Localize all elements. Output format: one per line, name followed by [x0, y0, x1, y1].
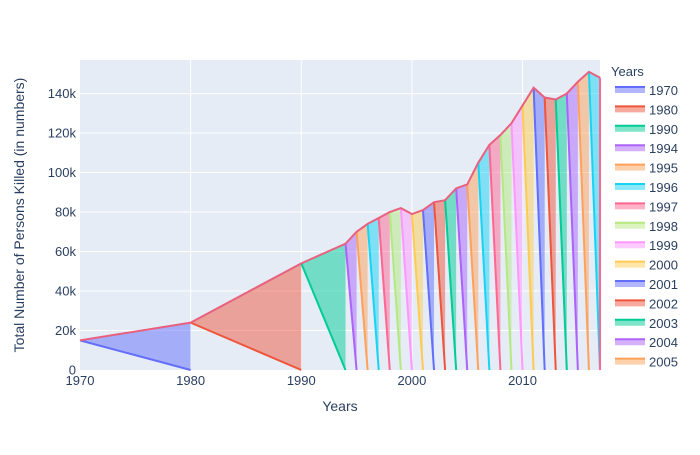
series-line-2000 [410, 213, 424, 371]
series-line-1980 [190, 321, 302, 371]
series-line-2006 [477, 162, 491, 371]
area-series-1980[interactable] [190, 263, 302, 370]
legend-swatch [615, 87, 645, 93]
legend-label: 1996 [649, 180, 678, 195]
legend[interactable]: Years 1970198019901994199519961997199819… [611, 64, 678, 370]
legend-item-1980[interactable]: 1980 [615, 102, 678, 117]
series-line-1996 [366, 223, 380, 371]
legend-item-1995[interactable]: 1995 [615, 161, 678, 176]
legend-swatch [615, 106, 645, 113]
series-areas [79, 70, 601, 371]
legend-swatch [615, 164, 645, 171]
legend-swatch [615, 281, 645, 287]
legend-swatch [615, 339, 645, 346]
legend-swatch [615, 242, 645, 249]
y-tick-label: 140k [48, 86, 77, 101]
legend-swatch [615, 358, 645, 365]
x-tick-label: 1970 [66, 373, 95, 388]
legend-swatch [615, 145, 645, 152]
legend-item-1990[interactable]: 1990 [615, 122, 678, 137]
y-tick-label: 60k [55, 244, 76, 259]
legend-swatch [615, 319, 645, 326]
series-line-2004 [455, 188, 469, 371]
legend-swatch [615, 203, 645, 210]
series-line-1995 [355, 231, 369, 371]
total-envelope-line [79, 70, 601, 342]
series-line-2015 [576, 81, 590, 371]
legend-swatch [615, 222, 645, 229]
legend-label: 1998 [649, 219, 678, 234]
legend-item-2001[interactable]: 2001 [615, 277, 678, 292]
legend-label: 2000 [649, 258, 678, 273]
series-line-2005 [466, 184, 480, 371]
legend-item-1994[interactable]: 1994 [615, 141, 678, 156]
series-line-2001 [421, 209, 436, 371]
legend-swatch [615, 125, 645, 132]
legend-item-2005[interactable]: 2005 [615, 355, 678, 370]
series-line-2016 [587, 71, 601, 371]
y-tick-label: 40k [55, 284, 76, 299]
y-tick-label: 120k [48, 126, 77, 141]
legend-item-1970[interactable]: 1970 [615, 83, 678, 98]
legend-item-1998[interactable]: 1998 [615, 219, 678, 234]
series-line-2010 [521, 105, 535, 371]
series-line-1970 [79, 339, 191, 371]
legend-swatch [615, 184, 645, 190]
y-tick-label: 100k [48, 165, 77, 180]
legend-item-1997[interactable]: 1997 [615, 199, 678, 214]
legend-item-2002[interactable]: 2002 [615, 296, 678, 311]
series-line-2014 [565, 93, 579, 371]
series-line-2009 [510, 123, 524, 371]
legend-label: 1997 [649, 199, 678, 214]
series-line-1994 [344, 243, 358, 371]
legend-label: 1990 [649, 122, 678, 137]
legend-label: 2003 [649, 316, 678, 331]
series-line-1999 [399, 208, 413, 371]
series-line-2008 [499, 134, 513, 371]
legend-swatch [615, 300, 645, 307]
legend-item-2003[interactable]: 2003 [615, 316, 678, 331]
series-line-2002 [433, 202, 447, 371]
legend-title: Years [611, 64, 644, 79]
legend-label: 2005 [649, 355, 678, 370]
x-tick-label: 1990 [287, 373, 316, 388]
series-line-2013 [554, 99, 568, 371]
legend-items[interactable]: 1970 1980 1990 1994 1995 1996 1997 1998 1999 2000… [615, 83, 678, 370]
legend-item-1999[interactable]: 1999 [615, 238, 678, 253]
legend-label: 2004 [649, 335, 678, 350]
x-axis-title: Years [322, 398, 357, 414]
series-line-2012 [543, 97, 557, 371]
legend-label: 1970 [649, 83, 678, 98]
legend-label: 1999 [649, 238, 678, 253]
y-axis-title: Total Number of Persons Killed (in numbe… [11, 78, 27, 353]
series-line-1998 [388, 211, 402, 371]
legend-item-1996[interactable]: 1996 [615, 180, 678, 195]
area-series-1990[interactable] [301, 243, 346, 370]
y-tick-label: 0 [69, 363, 76, 378]
x-tick-label: 2010 [508, 373, 537, 388]
x-tick-labels: 1970 1980 1990 2000 2010 [66, 373, 537, 388]
legend-item-2000[interactable]: 2000 [615, 258, 678, 273]
legend-label: 2001 [649, 277, 678, 292]
area-series-1970[interactable] [80, 322, 191, 370]
x-tick-label: 2000 [397, 373, 426, 388]
y-tick-label: 80k [55, 205, 76, 220]
y-tick-label: 20k [55, 323, 76, 338]
legend-label: 1980 [649, 102, 678, 117]
series-line-1990 [300, 262, 347, 371]
legend-label: 2002 [649, 296, 678, 311]
legend-item-2004[interactable]: 2004 [615, 335, 678, 350]
legend-swatch [615, 261, 645, 268]
y-tick-labels: 0 20k 40k 60k 80k 100k 120k 140k [48, 86, 77, 377]
x-tick-label: 1980 [176, 373, 205, 388]
series-line-1997 [377, 217, 391, 371]
series-line-2011 [532, 87, 546, 371]
series-line-2007 [488, 144, 502, 371]
legend-label: 1995 [649, 161, 678, 176]
legend-label: 1994 [649, 141, 678, 156]
series-line-2003 [444, 200, 458, 371]
